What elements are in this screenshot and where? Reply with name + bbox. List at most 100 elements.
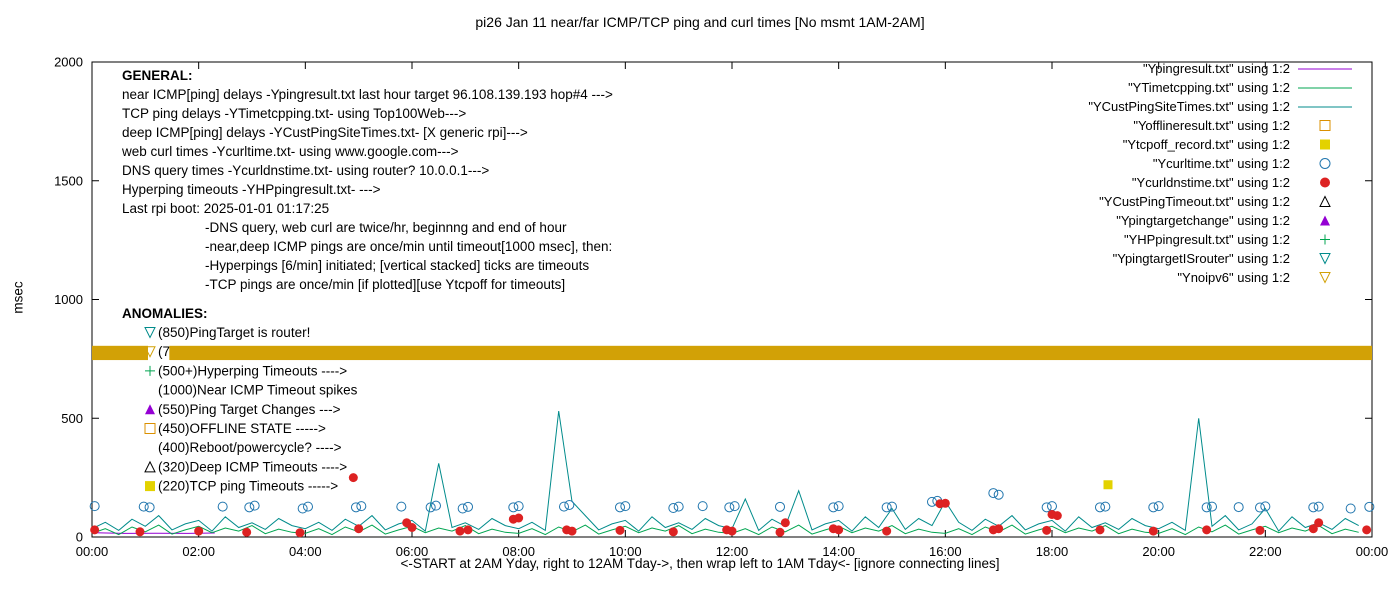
x-tick-label: 12:00 xyxy=(716,544,749,559)
curl-time-point xyxy=(356,501,367,512)
anomaly-label: (850)PingTarget is router! xyxy=(158,325,310,340)
curl-time-point xyxy=(217,501,228,512)
curl-dns-time-point xyxy=(994,524,1004,534)
curl-time-point xyxy=(1095,502,1105,513)
annotations: GENERAL: near ICMP[ping] delays -Ypingres… xyxy=(121,68,613,494)
noipv6-band xyxy=(92,345,1372,361)
curl-time-point xyxy=(144,502,155,513)
legend-sample-hyperping xyxy=(1320,234,1330,245)
curl-time-point xyxy=(988,488,999,499)
anomaly-label: (1000)Near ICMP Timeout spikes xyxy=(158,383,358,398)
curl-time-point xyxy=(138,501,149,512)
legend-sample-noipv6 xyxy=(1319,272,1331,284)
curl-time-point xyxy=(620,501,631,512)
anomaly-label: (500+)Hyperping Timeouts ----> xyxy=(158,363,347,378)
curl-dns-time-point xyxy=(727,526,737,536)
legend-label: "Ypingtargetchange" using 1:2 xyxy=(1116,213,1290,228)
anomaly-label: (220)TCP ping Timeouts -----> xyxy=(158,479,338,494)
curl-dns-time-point xyxy=(1255,525,1265,535)
curl-dns-time-point xyxy=(90,525,100,535)
y-tick-label: 500 xyxy=(61,411,83,426)
x-tick-label: 20:00 xyxy=(1142,544,1175,559)
anomaly-icon xyxy=(145,365,155,376)
curl-time-point xyxy=(881,502,892,513)
curl-dns-time-point xyxy=(940,498,950,508)
legend-sample-deep-icmp-timeout xyxy=(1319,195,1331,207)
series-tcpoff-record xyxy=(1103,480,1113,490)
general-line: deep ICMP[ping] delays -YCustPingSiteTim… xyxy=(122,125,528,140)
anomaly-icon xyxy=(145,404,155,415)
y-tick-label: 2000 xyxy=(54,55,83,70)
curl-time-point xyxy=(508,502,519,513)
legend-label: "Ycurldnstime.txt" using 1:2 xyxy=(1132,175,1290,190)
x-tick-label: 14:00 xyxy=(822,544,855,559)
curl-dns-time-point xyxy=(1308,524,1318,534)
tick-labels: 00:00 02:00 04:00 06:00 08:00 10:00 12:00 14:00… xyxy=(54,55,1388,560)
legend-sample-ping-target-change xyxy=(1320,215,1330,226)
curl-time-point xyxy=(297,503,308,514)
curl-time-point xyxy=(1100,501,1111,512)
x-tick-label: 00:00 xyxy=(1356,544,1389,559)
y-tick-label: 1500 xyxy=(54,173,83,188)
x-tick-label: 10:00 xyxy=(609,544,642,559)
curl-dns-time-point xyxy=(295,528,305,538)
curl-time-point xyxy=(303,501,313,512)
legend-sample-curl-dns-time xyxy=(1320,177,1330,188)
general-line: -TCP pings are once/min [if plotted][use… xyxy=(205,277,565,292)
curl-time-point xyxy=(668,503,679,514)
curl-time-point xyxy=(828,502,839,513)
curl-time-point xyxy=(1260,501,1271,512)
curl-time-point xyxy=(457,503,468,514)
curl-time-point xyxy=(697,501,708,512)
curl-time-point xyxy=(463,501,473,512)
x-tick-label: 00:00 xyxy=(76,544,109,559)
legend-label: "Yofflineresult.txt" using 1:2 xyxy=(1133,118,1290,133)
curl-time-point xyxy=(351,502,361,513)
curl-time-point xyxy=(244,502,255,513)
curl-time-point xyxy=(1233,502,1244,513)
x-tick-label: 22:00 xyxy=(1249,544,1282,559)
curl-dns-time-point xyxy=(1042,525,1052,535)
anomaly-icon xyxy=(144,327,156,339)
curl-time-point xyxy=(425,502,436,513)
legend-sample-tcpoff-record xyxy=(1320,139,1330,150)
curl-time-point xyxy=(1364,501,1375,512)
anomaly-label: (400)Reboot/powercycle? ----> xyxy=(158,440,342,455)
y-tick-label: 1000 xyxy=(54,292,83,307)
curl-time-point xyxy=(1201,502,1212,513)
general-line: -near,deep ICMP pings are once/min until… xyxy=(205,239,612,254)
curl-dns-time-point xyxy=(1095,525,1105,535)
curl-dns-time-point xyxy=(194,526,204,536)
curl-time-point xyxy=(1308,502,1319,513)
curl-dns-time-point xyxy=(455,526,465,536)
curl-time-point xyxy=(513,501,524,512)
legend-label: "Ypingresult.txt" using 1:2 xyxy=(1143,61,1290,76)
general-header: GENERAL: xyxy=(122,68,193,83)
curl-dns-time-point xyxy=(567,526,577,536)
curl-time-point xyxy=(724,502,735,513)
general-line: Last rpi boot: 2025-01-01 01:17:25 xyxy=(122,201,329,216)
curl-dns-time-point xyxy=(668,527,678,537)
curl-dns-time-point xyxy=(242,527,252,537)
curl-time-point xyxy=(89,501,100,512)
curl-dns-time-point xyxy=(1202,525,1212,535)
legend-label: "Ynoipv6" using 1:2 xyxy=(1177,270,1290,285)
curl-time-point xyxy=(993,489,1004,500)
curl-dns-time-point xyxy=(1052,511,1062,521)
curl-dns-time-point xyxy=(834,525,844,535)
curl-dns-time-point xyxy=(882,526,892,536)
curl-time-point xyxy=(564,499,575,510)
legend: "Ypingresult.txt" using 1:2 "YTimetcpping… xyxy=(1088,61,1352,285)
series-curl-dns-time xyxy=(90,473,1372,538)
curl-time-point xyxy=(1255,502,1265,513)
band-segment-right xyxy=(169,345,1372,361)
general-line: TCP ping delays -YTimetcpping.txt- using… xyxy=(122,106,466,121)
curl-time-point xyxy=(833,501,844,512)
x-tick-label: 16:00 xyxy=(929,544,962,559)
curl-time-point xyxy=(729,501,740,512)
anomalies-header: ANOMALIES: xyxy=(122,306,208,321)
curl-time-point xyxy=(249,500,260,511)
series-curl-time xyxy=(89,488,1375,514)
x-tick-label: 02:00 xyxy=(182,544,215,559)
legend-label: "Ytcpoff_record.txt" using 1:2 xyxy=(1123,137,1290,152)
